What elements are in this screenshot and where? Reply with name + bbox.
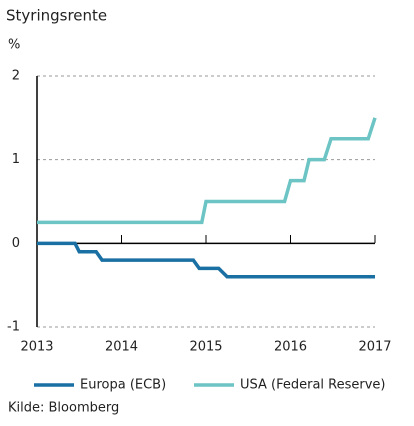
x-tick-label: 2017 <box>358 340 391 355</box>
y-tick-label: -1 <box>7 320 20 335</box>
chart-title: Styringsrente <box>6 7 107 25</box>
y-tick-label: 2 <box>12 69 20 84</box>
y-tick-label: 0 <box>12 236 20 251</box>
legend-label: Europa (ECB) <box>80 378 166 393</box>
x-tick-label: 2014 <box>105 340 138 355</box>
source: Kilde: Bloomberg <box>8 401 119 416</box>
x-tick-label: 2015 <box>189 340 222 355</box>
y-axis-label: % <box>8 38 20 53</box>
series-line <box>37 117 377 225</box>
y-tick-label: 1 <box>12 152 20 167</box>
x-tick-label: 2013 <box>20 340 53 355</box>
series-line <box>37 241 375 279</box>
legend-label: USA (Federal Reserve) <box>240 378 386 393</box>
x-tick-label: 2016 <box>274 340 307 355</box>
